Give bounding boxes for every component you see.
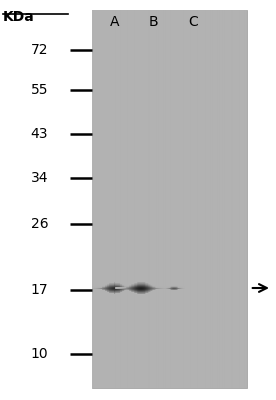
Text: A: A: [110, 15, 119, 29]
Text: B: B: [148, 15, 158, 29]
Text: 26: 26: [31, 217, 48, 231]
Text: 17: 17: [31, 283, 48, 297]
Bar: [92, 10, 247, 388]
Text: 43: 43: [31, 127, 48, 141]
Text: 55: 55: [31, 83, 48, 97]
Text: C: C: [188, 15, 198, 29]
Text: 10: 10: [31, 347, 48, 361]
Text: 34: 34: [31, 171, 48, 185]
Text: KDa: KDa: [3, 10, 34, 24]
Text: 72: 72: [31, 43, 48, 57]
